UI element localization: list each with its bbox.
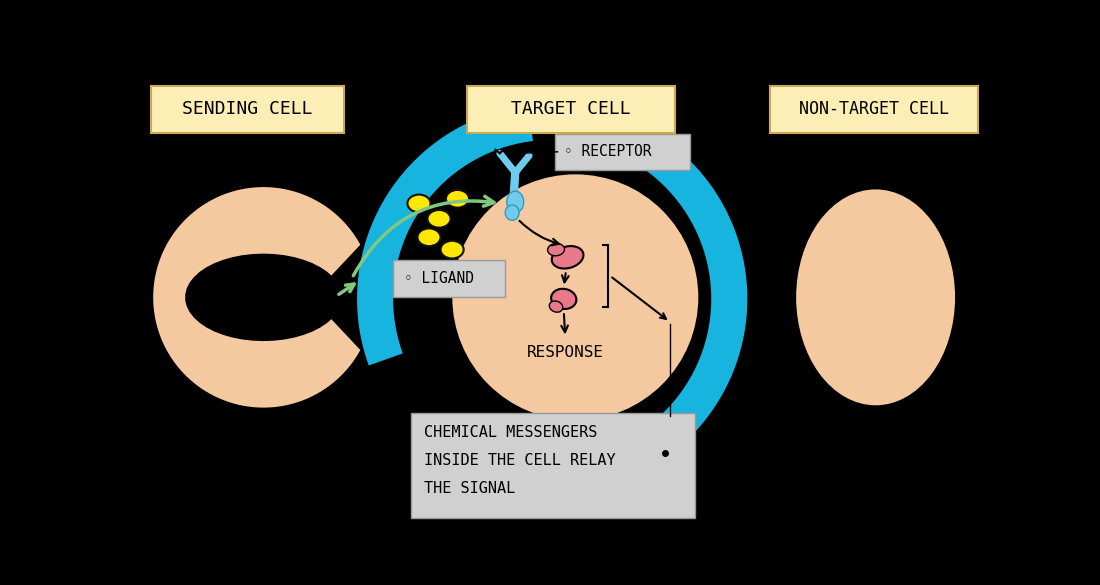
FancyBboxPatch shape xyxy=(151,87,343,133)
FancyBboxPatch shape xyxy=(393,260,505,297)
Text: NON-TARGET CELL: NON-TARGET CELL xyxy=(799,101,949,119)
Ellipse shape xyxy=(407,195,430,212)
Ellipse shape xyxy=(549,301,563,312)
Polygon shape xyxy=(152,185,362,409)
Text: INSIDE THE CELL RELAY: INSIDE THE CELL RELAY xyxy=(424,453,615,468)
Ellipse shape xyxy=(446,190,469,208)
Text: SENDING CELL: SENDING CELL xyxy=(182,101,312,119)
Ellipse shape xyxy=(552,246,583,269)
Ellipse shape xyxy=(548,243,564,256)
Circle shape xyxy=(451,173,700,422)
Ellipse shape xyxy=(505,205,519,221)
Circle shape xyxy=(451,173,700,422)
Ellipse shape xyxy=(795,188,957,407)
FancyBboxPatch shape xyxy=(554,134,690,170)
FancyBboxPatch shape xyxy=(410,413,695,518)
Ellipse shape xyxy=(418,228,441,246)
Ellipse shape xyxy=(551,289,576,309)
Text: THE SIGNAL: THE SIGNAL xyxy=(424,481,515,495)
Text: RESPONSE: RESPONSE xyxy=(527,345,604,360)
Text: CHEMICAL MESSENGERS: CHEMICAL MESSENGERS xyxy=(424,425,597,440)
FancyBboxPatch shape xyxy=(770,87,978,133)
Text: TARGET CELL: TARGET CELL xyxy=(510,101,630,119)
Ellipse shape xyxy=(440,241,464,259)
Text: ◦ RECEPTOR: ◦ RECEPTOR xyxy=(564,144,651,159)
FancyBboxPatch shape xyxy=(466,87,674,133)
Text: ◦ LIGAND: ◦ LIGAND xyxy=(404,271,474,285)
Ellipse shape xyxy=(428,210,451,228)
Ellipse shape xyxy=(507,191,524,213)
